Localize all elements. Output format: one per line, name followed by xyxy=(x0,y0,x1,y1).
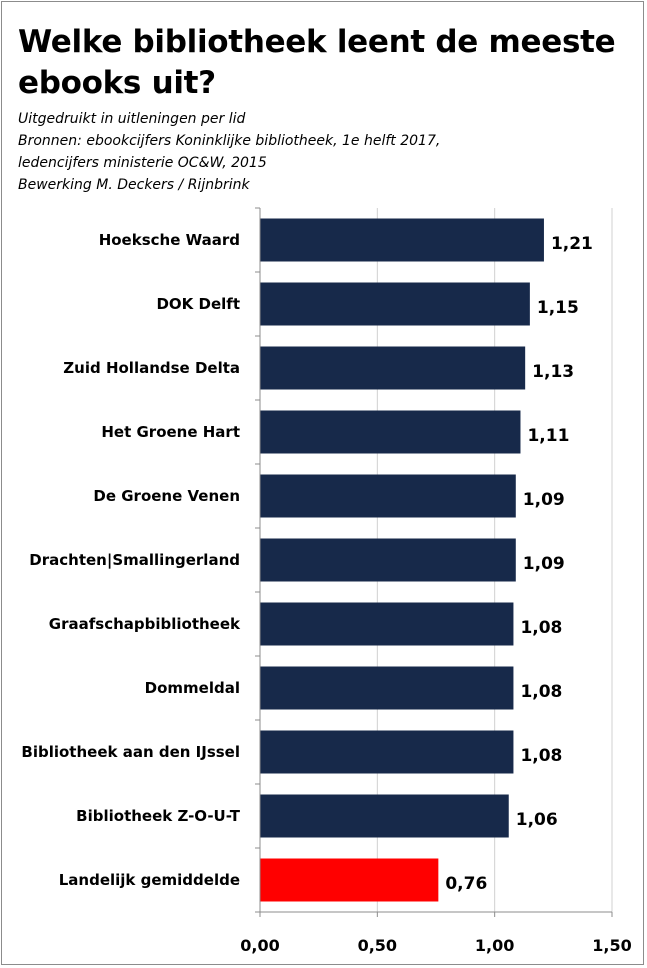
bar xyxy=(260,218,544,262)
category-label: Zuid Hollandse Delta xyxy=(63,359,240,377)
bar xyxy=(260,346,526,390)
category-label: Bibliotheek aan den IJssel xyxy=(21,743,240,761)
bar xyxy=(260,730,514,774)
data-label: 1,13 xyxy=(532,362,574,382)
bar xyxy=(260,794,509,838)
data-label: 1,08 xyxy=(520,682,562,702)
x-tick-label: 1,00 xyxy=(475,936,514,955)
data-label: 1,08 xyxy=(520,746,562,766)
data-label: 1,09 xyxy=(523,554,565,574)
category-label: Graafschapbibliotheek xyxy=(49,615,241,633)
data-label: 1,21 xyxy=(551,234,593,254)
bar xyxy=(260,474,516,518)
x-tick-label: 0,50 xyxy=(358,936,397,955)
subtitle-line-sources: Bronnen: ebookcijfers Koninklijke biblio… xyxy=(18,133,441,149)
data-label: 1,11 xyxy=(527,426,569,446)
bar xyxy=(260,602,514,646)
data-label: 1,09 xyxy=(523,490,565,510)
chart-subtitle: Uitgedruikt in uitleningen per lid Bronn… xyxy=(18,108,618,196)
data-label: 1,08 xyxy=(520,618,562,638)
subtitle-line-measure: Uitgedruikt in uitleningen per lid xyxy=(18,111,246,127)
bar xyxy=(260,282,530,326)
category-label: Landelijk gemiddelde xyxy=(59,871,240,889)
chart-title: Welke bibliotheek leent de meeste ebooks… xyxy=(18,24,616,101)
category-label: DOK Delft xyxy=(156,295,240,313)
bar xyxy=(260,858,439,902)
data-label: 0,76 xyxy=(445,874,487,894)
category-label: Bibliotheek Z-O-U-T xyxy=(76,807,241,825)
bar xyxy=(260,666,514,710)
data-label: 1,15 xyxy=(537,298,579,318)
x-tick-label: 0,00 xyxy=(240,936,279,955)
category-label: De Groene Venen xyxy=(93,487,240,505)
x-tick-label: 1,50 xyxy=(592,936,631,955)
bar xyxy=(260,538,516,582)
bar xyxy=(260,410,521,454)
category-label: Hoeksche Waard xyxy=(99,231,240,249)
category-label: Drachten|Smallingerland xyxy=(29,551,240,570)
category-label: Dommeldal xyxy=(145,679,240,697)
data-label: 1,06 xyxy=(516,810,558,830)
category-label: Het Groene Hart xyxy=(101,423,240,441)
subtitle-line-sources-cont: ledencijfers ministerie OC&W, 2015 xyxy=(18,155,267,171)
subtitle-line-credit: Bewerking M. Deckers / Rijnbrink xyxy=(18,177,250,193)
